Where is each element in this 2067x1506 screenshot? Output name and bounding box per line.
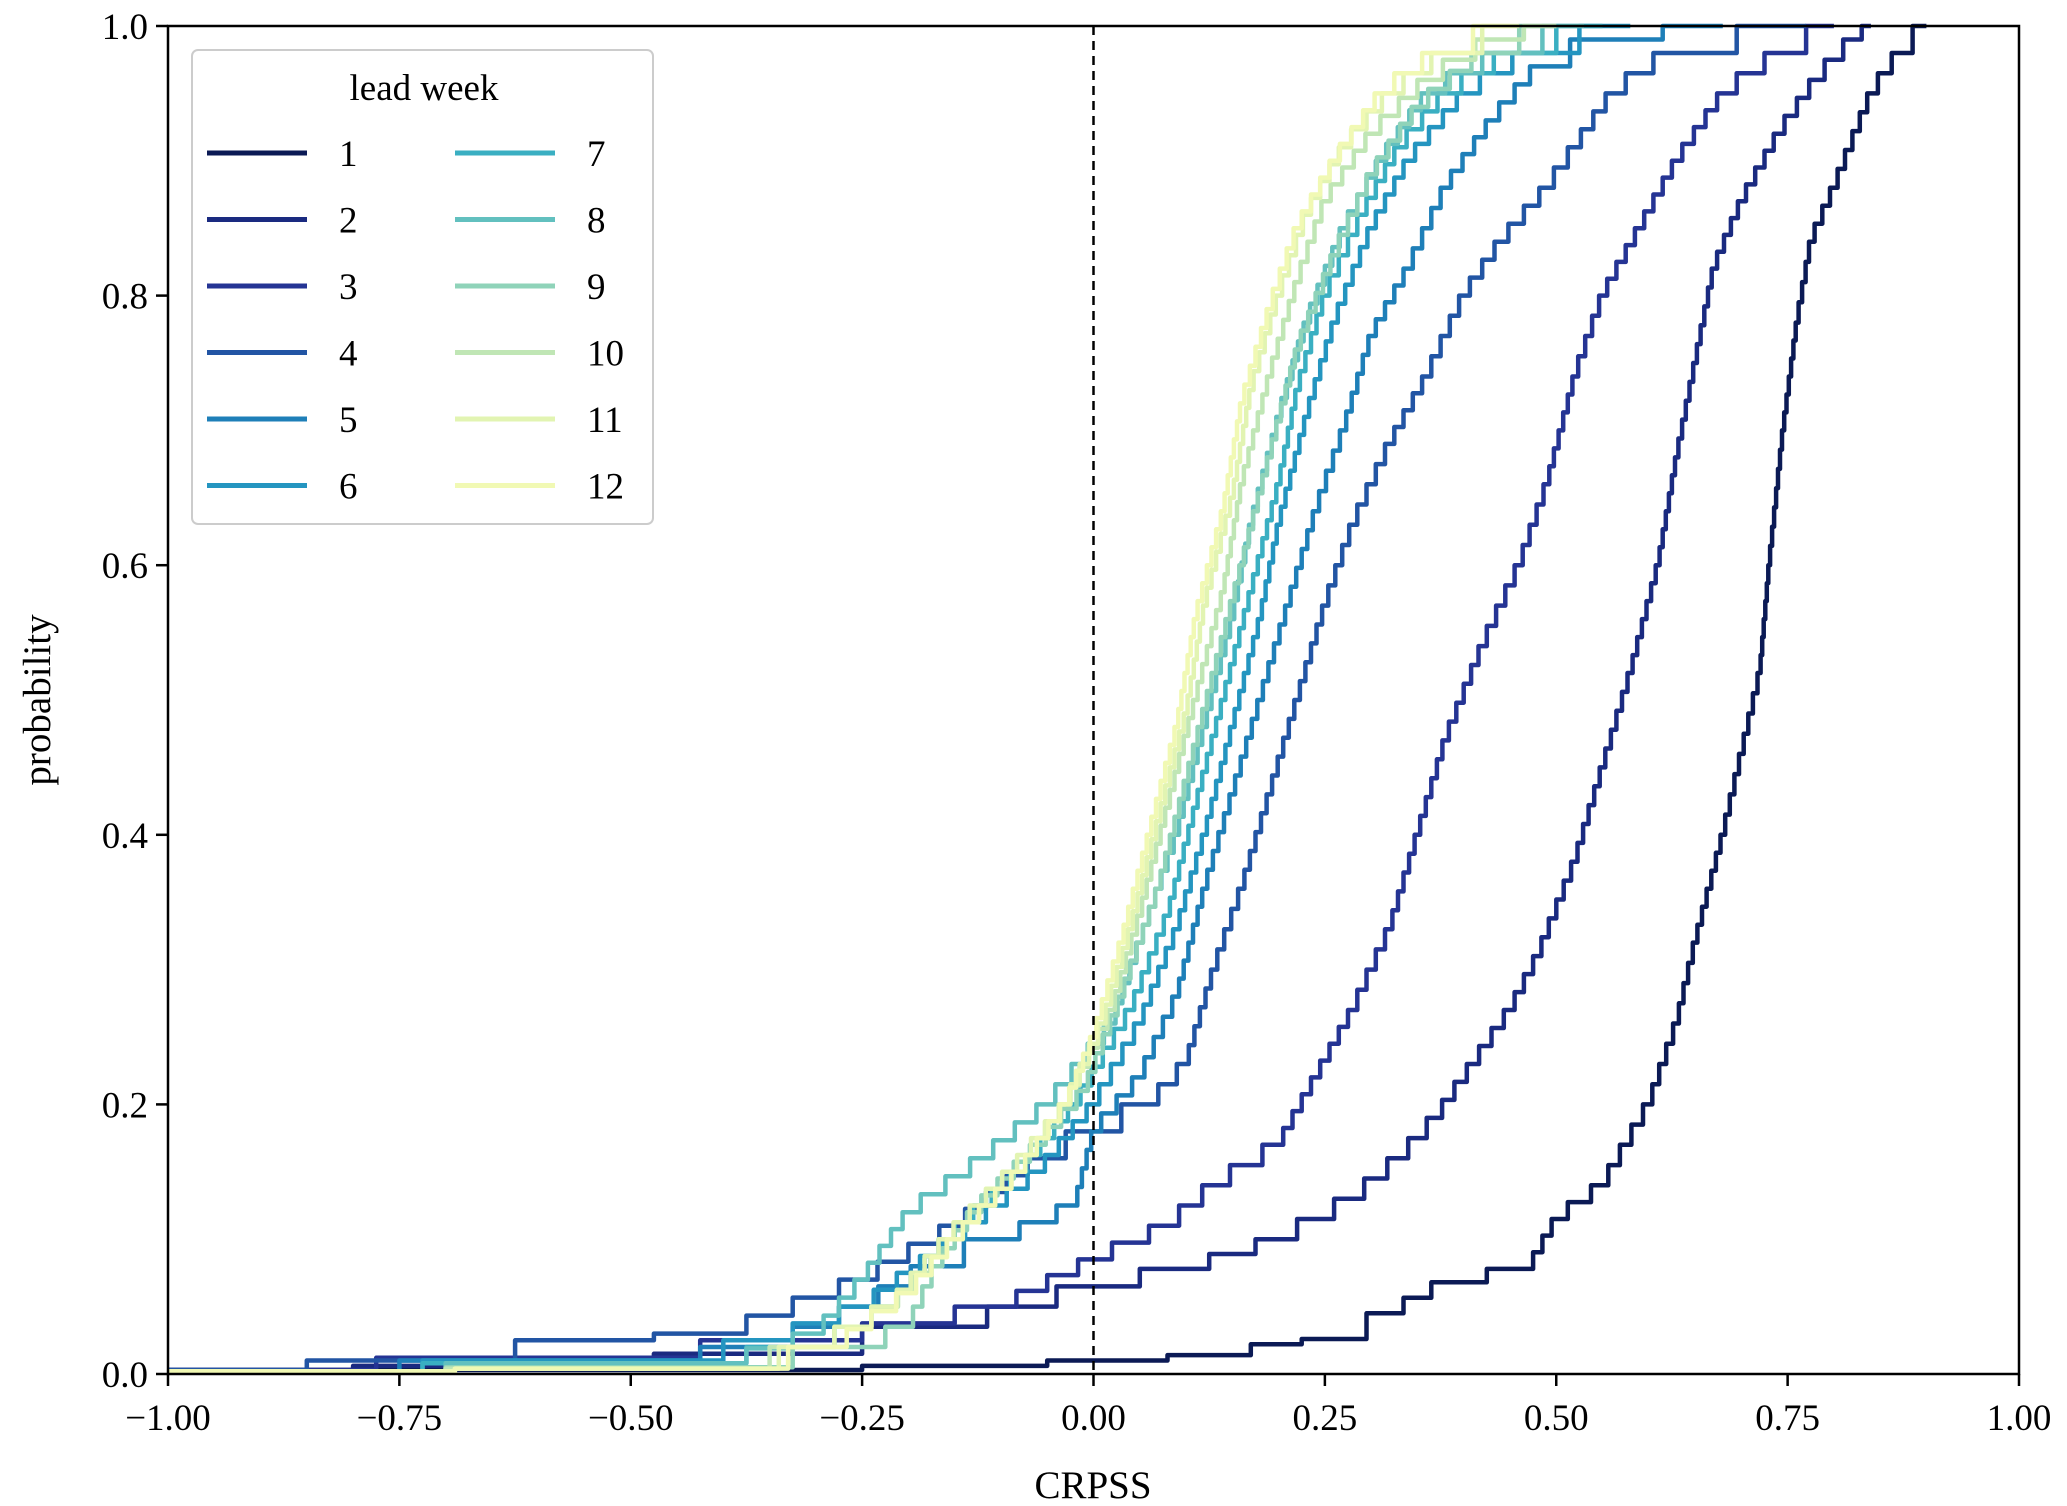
- legend-label-week-5: 5: [339, 400, 358, 441]
- x-tick-label: −0.25: [819, 1398, 905, 1439]
- legend-label-week-6: 6: [339, 467, 358, 508]
- y-axis-ticks: 0.0 0.2 0.4 0.6 0.8 1.0: [102, 7, 168, 1396]
- x-tick-label: 0.25: [1293, 1398, 1358, 1439]
- series-line-week-3: [167, 23, 1834, 1373]
- x-tick-label: −0.75: [357, 1398, 443, 1439]
- series-layer: [167, 23, 1927, 1374]
- legend-label-week-2: 2: [339, 201, 358, 242]
- y-tick-label: 0.8: [102, 277, 148, 318]
- series-line-week-2: [167, 23, 1871, 1373]
- y-tick-label: 0.4: [102, 816, 148, 857]
- legend-label-week-7: 7: [587, 134, 606, 175]
- y-tick-label: 0.2: [102, 1085, 148, 1126]
- series-line-week-5: [168, 23, 1723, 1374]
- x-tick-label: −1.00: [125, 1398, 211, 1439]
- y-tick-label: 1.0: [102, 7, 148, 48]
- series-line-week-8: [168, 23, 1584, 1374]
- legend-label-week-3: 3: [339, 267, 358, 308]
- x-tick-label: −0.50: [588, 1398, 674, 1439]
- y-tick-label: 0.6: [102, 546, 148, 587]
- series-line-week-12: [168, 23, 1510, 1374]
- x-tick-label: 0.75: [1755, 1398, 1820, 1439]
- y-tick-label: 0.0: [102, 1355, 148, 1396]
- x-tick-label: 0.00: [1061, 1398, 1126, 1439]
- legend-label-week-4: 4: [339, 334, 358, 375]
- legend-label-week-9: 9: [587, 267, 606, 308]
- x-axis-ticks: −1.00 −0.75 −0.50 −0.25 0.00 0.25 0.50 0.75 1.00: [125, 1374, 2051, 1439]
- legend-label-week-1: 1: [339, 134, 358, 175]
- y-axis-label: probability: [16, 614, 59, 786]
- x-axis-label: CRPSS: [1034, 1464, 1151, 1506]
- legend-label-week-8: 8: [587, 201, 606, 242]
- series-line-week-1: [167, 23, 1927, 1373]
- legend-label-week-11: 11: [587, 400, 623, 441]
- series-line-week-9: [168, 23, 1557, 1374]
- legend-box: [191, 49, 654, 525]
- legend-label-week-10: 10: [587, 334, 624, 375]
- x-tick-label: 0.50: [1524, 1398, 1589, 1439]
- series-line-week-6: [168, 23, 1631, 1374]
- x-tick-label: 1.00: [1987, 1398, 2052, 1439]
- legend-title: lead week: [350, 68, 499, 109]
- legend-label-week-12: 12: [587, 467, 624, 508]
